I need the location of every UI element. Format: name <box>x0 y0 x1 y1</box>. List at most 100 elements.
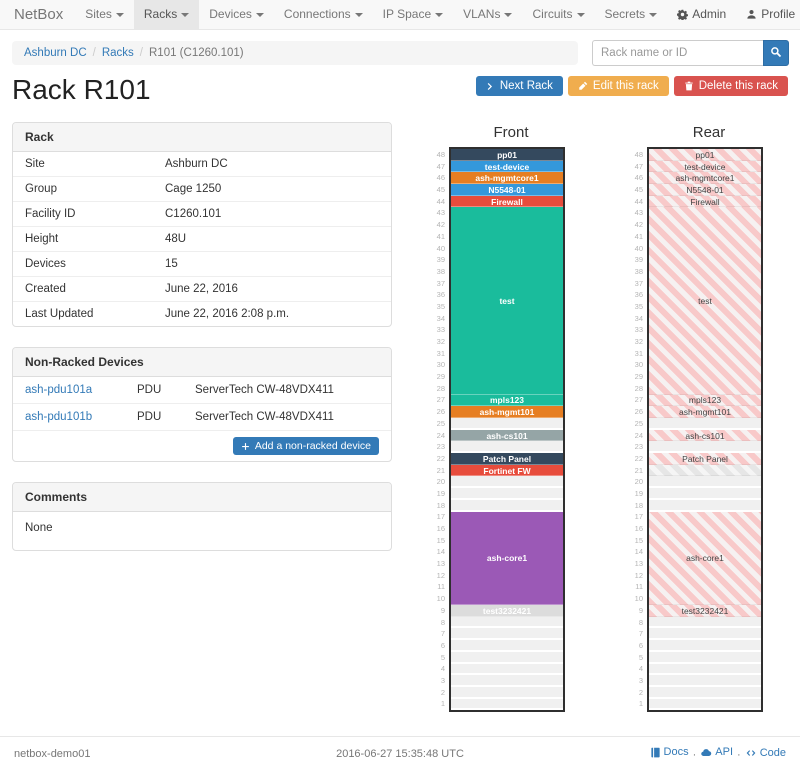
attr-value: June 22, 2016 <box>165 283 238 295</box>
unit-number: 16 <box>634 524 643 533</box>
rack-panel: Rack Site Ashburn DC Group Cage 1250 Facilit… <box>12 122 392 327</box>
unit-number: 8 <box>440 617 445 627</box>
rack-unit-empty <box>451 628 563 641</box>
rack-elevations: Front 48 47 46 45 44 43 42 41 40 39 38 37 36 35 34 33 32… <box>406 122 788 713</box>
search-button[interactable] <box>763 40 789 66</box>
unit-number: 39 <box>436 255 445 265</box>
attr-value[interactable]: Ashburn DC <box>165 158 228 170</box>
rack-device-test-device[interactable]: test-device <box>649 160 761 173</box>
rack-unit-empty <box>451 640 563 652</box>
unit-number: 16 <box>436 524 445 533</box>
rack-device-pp01[interactable]: pp01 <box>649 149 761 161</box>
rack-device-firewall[interactable]: Firewall <box>451 195 563 208</box>
gear-icon <box>677 9 689 20</box>
device-name-link[interactable]: ash-pdu101b <box>25 411 93 423</box>
nav-item-sites[interactable]: Sites <box>75 0 134 29</box>
nav-item-profile[interactable]: Profile <box>736 0 800 29</box>
cloud-icon <box>700 747 712 758</box>
unit-number: 6 <box>638 640 643 650</box>
unit-number: 27 <box>634 395 643 405</box>
rack-device-mpls123[interactable]: mpls123 <box>649 394 761 407</box>
button-label: Edit this rack <box>592 80 659 92</box>
rack-device-test[interactable]: test <box>451 207 563 395</box>
unit-number: 24 <box>436 430 445 440</box>
unit-number: 37 <box>436 278 445 288</box>
book-icon <box>650 747 661 758</box>
nav-item-racks[interactable]: Racks <box>133 0 200 29</box>
rack-device-ash-cs101[interactable]: ash-cs101 <box>649 429 761 442</box>
rack-device-test[interactable]: test <box>649 207 761 395</box>
rack-device-ash-cs101[interactable]: ash-cs101 <box>451 429 563 442</box>
unit-number: 43 <box>634 208 643 218</box>
attr-value[interactable]: Cage 1250 <box>165 183 222 195</box>
rack-device-ash-mgmt101[interactable]: ash-mgmt101 <box>451 406 563 418</box>
breadcrumb-item-ashburn-dc[interactable]: Ashburn DC <box>24 47 87 59</box>
rack-unit-empty <box>649 476 761 489</box>
footer-link-label: API <box>715 746 734 759</box>
rack-device-ash-mgmtcore1[interactable]: ash-mgmtcore1 <box>649 172 761 185</box>
nav-item-circuits[interactable]: Circuits <box>522 0 594 29</box>
unit-number: 48 <box>634 150 643 159</box>
footer-link-api[interactable]: API <box>700 746 733 758</box>
unit-number: 41 <box>436 231 445 241</box>
rack-attr-row-height: Height 48U <box>13 227 391 252</box>
rack-panel-title: Rack <box>13 123 391 152</box>
rack-device-pp01[interactable]: pp01 <box>451 149 563 161</box>
rack-unit-empty <box>451 499 563 512</box>
device-name-link[interactable]: ash-pdu101a <box>25 384 93 396</box>
rack-device-test3232421[interactable]: test3232421 <box>649 605 761 617</box>
rack-device-firewall[interactable]: Firewall <box>649 195 761 208</box>
unit-number: 47 <box>436 161 445 171</box>
non-racked-devices-panel: Non-Racked Devices ash-pdu101a PDU ServerT… <box>12 347 392 462</box>
breadcrumb-item-racks[interactable]: Racks <box>101 47 134 59</box>
page-title: Rack R101 <box>12 74 151 105</box>
attr-value: 48U <box>165 233 187 245</box>
nav-item-vlans[interactable]: VLANs <box>453 0 522 29</box>
rack-device-n5548-01[interactable]: N5548-01 <box>451 184 563 196</box>
rack-device-test3232421[interactable]: test3232421 <box>451 605 563 617</box>
nav-item-admin[interactable]: Admin <box>667 0 736 29</box>
unit-number: 9 <box>638 605 643 615</box>
unit-number: 25 <box>634 418 643 428</box>
nav-item-label: Sites <box>85 7 112 21</box>
search-input[interactable] <box>592 40 763 66</box>
delete-this-rack-button[interactable]: Delete this rack <box>673 76 788 96</box>
footer-link-docs[interactable]: Docs <box>650 746 689 758</box>
rack-device-n5548-01[interactable]: N5548-01 <box>649 184 761 196</box>
nav-item-ip-space[interactable]: IP Space <box>373 0 453 29</box>
chevron-down-icon <box>649 12 658 17</box>
rack-device-patch-panel[interactable]: Patch Panel <box>451 453 563 465</box>
rack-device-patch-panel[interactable]: Patch Panel <box>649 453 761 465</box>
rack-device-ash-mgmtcore1[interactable]: ash-mgmtcore1 <box>451 172 563 185</box>
unit-number: 23 <box>634 442 643 452</box>
attr-value[interactable]: 15 <box>165 258 178 270</box>
unit-number: 35 <box>634 301 643 311</box>
unit-number: 35 <box>436 301 445 311</box>
rack-actions: Next Rack Edit this rack Delete this rack <box>475 76 788 96</box>
next-rack-button[interactable]: Next Rack <box>475 76 563 96</box>
unit-number: 2 <box>638 687 643 697</box>
device-type: PDU <box>137 384 162 396</box>
nav-item-devices[interactable]: Devices <box>199 0 274 29</box>
breadcrumb: Ashburn DC / Racks / R101 (C1260.101) <box>12 41 578 65</box>
app-brand[interactable]: NetBox <box>14 6 64 23</box>
edit-this-rack-button[interactable]: Edit this rack <box>567 76 669 96</box>
chevron-down-icon <box>576 12 585 17</box>
rack-unit-empty <box>649 441 761 454</box>
button-label: Next Rack <box>499 80 553 92</box>
rack-unit-empty <box>451 488 563 500</box>
chevron-down-icon <box>435 12 444 17</box>
front-rack-box: pp01 test-device ash-mgmtcore1 N5548-01 Fire… <box>449 147 565 713</box>
nav-item-secrets[interactable]: Secrets <box>595 0 668 29</box>
unit-number: 40 <box>436 243 445 253</box>
rack-device-ash-mgmt101[interactable]: ash-mgmt101 <box>649 406 761 418</box>
rack-device-test-device[interactable]: test-device <box>451 160 563 173</box>
unit-number: 12 <box>436 570 445 580</box>
rack-device-ash-core1[interactable]: ash-core1 <box>649 511 761 606</box>
nav-item-connections[interactable]: Connections <box>274 0 373 29</box>
comments-panel: Comments None <box>12 482 392 551</box>
rack-device-ash-core1[interactable]: ash-core1 <box>451 511 563 606</box>
rack-device-mpls123[interactable]: mpls123 <box>451 394 563 407</box>
rack-device-fortinet-fw[interactable]: Fortinet FW <box>451 464 563 477</box>
add-non-racked-device-button[interactable]: Add a non-racked device <box>232 437 379 455</box>
